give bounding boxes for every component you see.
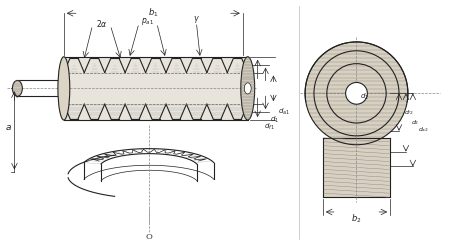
Text: $d_{a1}$: $d_{a1}$ bbox=[279, 107, 290, 117]
Text: $b_2$: $b_2$ bbox=[351, 213, 362, 225]
Bar bbox=[323, 138, 390, 197]
Text: $d_1$: $d_1$ bbox=[270, 115, 279, 125]
Ellipse shape bbox=[241, 57, 255, 120]
Text: $d_2$: $d_2$ bbox=[360, 92, 369, 102]
Text: $d_{f1}$: $d_{f1}$ bbox=[264, 122, 274, 132]
Text: $d_2$: $d_2$ bbox=[411, 118, 419, 127]
Text: $a$: $a$ bbox=[5, 123, 12, 133]
Bar bbox=[64, 57, 248, 120]
Text: $2\alpha$: $2\alpha$ bbox=[95, 18, 107, 29]
Text: O: O bbox=[145, 233, 152, 241]
Text: $p_{a1}$: $p_{a1}$ bbox=[141, 16, 154, 27]
Text: $\gamma$: $\gamma$ bbox=[193, 14, 200, 25]
Text: $d_{f2}$: $d_{f2}$ bbox=[404, 108, 414, 117]
Ellipse shape bbox=[13, 80, 22, 96]
Text: $d_{a2}$: $d_{a2}$ bbox=[418, 125, 429, 134]
Ellipse shape bbox=[58, 57, 70, 120]
Circle shape bbox=[346, 83, 367, 104]
Text: $b_1$: $b_1$ bbox=[148, 6, 158, 19]
Ellipse shape bbox=[244, 83, 251, 94]
